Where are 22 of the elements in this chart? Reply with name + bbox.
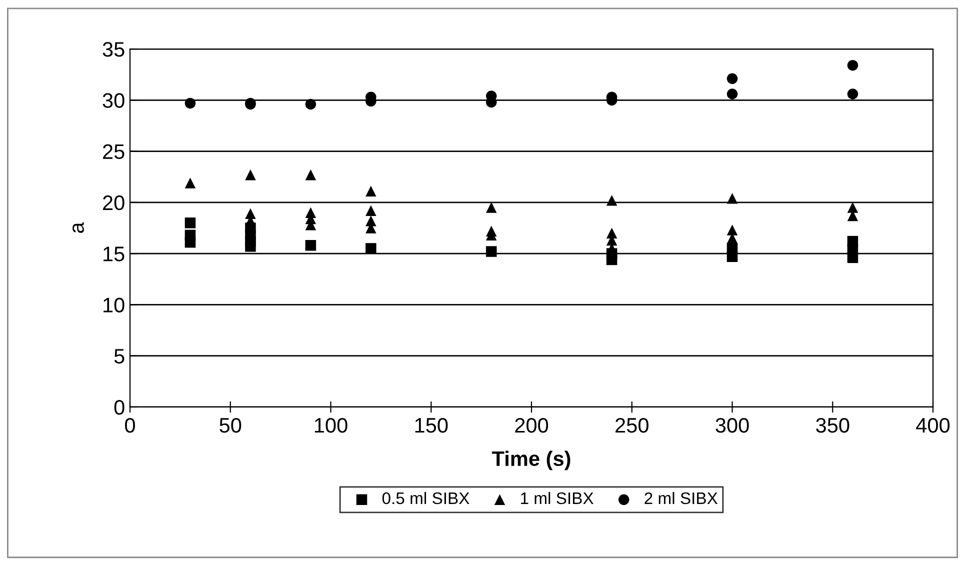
legend-label: 0.5 ml SIBX (382, 492, 470, 504)
legend-label: 1 ml SIBX (521, 492, 594, 504)
y-tick-label: 35 (102, 42, 124, 57)
y-tick-label: 20 (103, 195, 124, 210)
x-tick-label: 0 (125, 418, 135, 433)
legend-label: 2 ml SIBX (644, 492, 718, 504)
x-tick-label: 400 (916, 418, 950, 433)
x-tick-label: 250 (616, 418, 648, 433)
y-tick-label: 10 (104, 298, 124, 312)
x-tick-label: 150 (415, 418, 448, 433)
x-axis-title: Time (s) (492, 450, 570, 470)
y-tick-label: 30 (102, 93, 124, 108)
x-tick-label: 300 (716, 418, 749, 433)
x-tick-label: 100 (314, 418, 348, 433)
x-tick-label: 200 (515, 418, 548, 433)
x-tick-label: 350 (816, 418, 850, 433)
x-tick-label: 50 (220, 418, 242, 433)
y-tick-label: 5 (114, 349, 124, 364)
y-tick-label: 0 (114, 400, 124, 415)
y-axis-title: a (72, 222, 84, 233)
y-tick-label: 15 (104, 246, 124, 262)
y-tick-label: 25 (103, 144, 124, 160)
